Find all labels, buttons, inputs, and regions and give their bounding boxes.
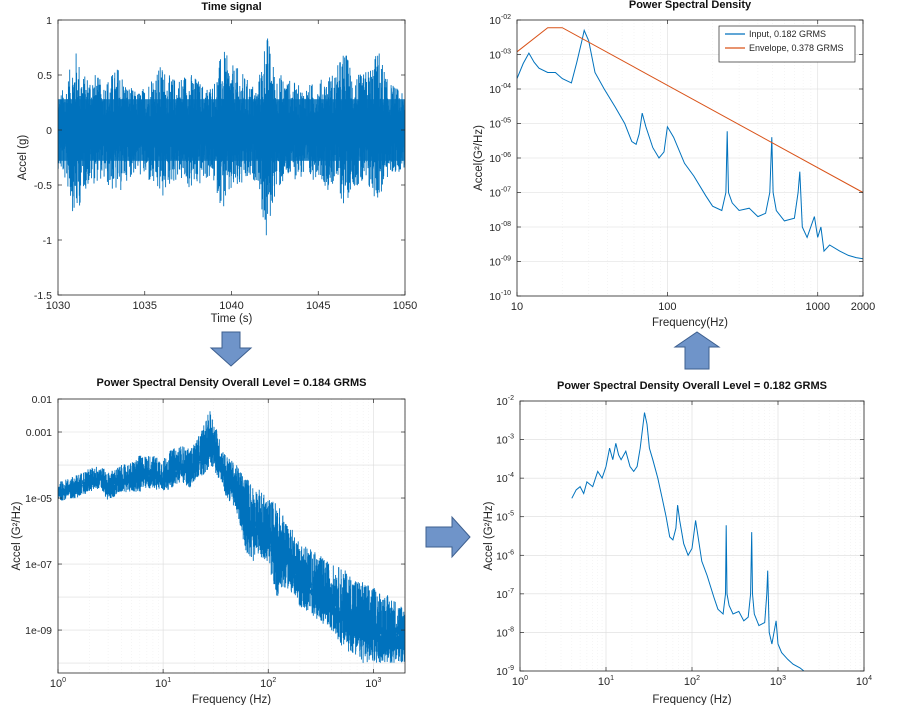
x-axis-label: Frequency (Hz) bbox=[652, 694, 731, 705]
y-axis-label: Accel(G²/Hz) bbox=[473, 125, 485, 191]
y-tick-label: 0 bbox=[46, 125, 52, 137]
series-line-1 bbox=[571, 412, 805, 671]
psd-raw-panel: 100 101 102 103 1e-09 1e-07 1e-05 0.001 0.01 Powe… bbox=[11, 377, 406, 705]
legend-box bbox=[718, 25, 856, 63]
x-tick-label: 100 bbox=[658, 301, 676, 313]
x-tick-label: 100 bbox=[512, 675, 528, 688]
tick-labels: 100 101 102 103 1e-09 1e-07 1e-05 0.001 0.01 bbox=[25, 394, 405, 690]
arrow-right bbox=[425, 515, 471, 559]
x-tick-label: 101 bbox=[155, 677, 171, 690]
y-tick-label: 0.001 bbox=[26, 427, 52, 439]
x-tick-label: 103 bbox=[365, 677, 381, 690]
data-layer bbox=[571, 412, 805, 671]
x-tick-label: 100 bbox=[50, 677, 66, 690]
flow-arrows bbox=[209, 331, 721, 559]
x-tick-label: 1040 bbox=[219, 300, 243, 312]
y-tick-label: 1e-05 bbox=[25, 493, 52, 505]
series-line-2 bbox=[517, 27, 863, 193]
arrow-down bbox=[209, 331, 253, 367]
chart-title: Time signal bbox=[201, 1, 261, 13]
x-tick-label: 10 bbox=[511, 301, 523, 313]
arrow-up bbox=[673, 331, 721, 370]
y-tick-label: 10-07 bbox=[489, 187, 511, 200]
x-tick-label: 101 bbox=[598, 675, 614, 688]
y-tick-label: 0.5 bbox=[37, 70, 52, 82]
chart-title: Power Spectral Density bbox=[629, 0, 752, 11]
series-core bbox=[58, 99, 405, 161]
series-band bbox=[58, 411, 405, 663]
time-signal-panel: 1030 1035 1040 1045 1050 -1.5 -1 -0.5 0 0.5 1 Time … bbox=[17, 1, 417, 325]
x-tick-label: 1030 bbox=[46, 300, 70, 312]
data-layer bbox=[58, 411, 405, 663]
psd-smoothed-panel: 100 101 102 103 104 10-9 10-8 10-7 10-6 10-5 10-4 1… bbox=[483, 380, 872, 705]
tick-labels: 100 101 102 103 104 10-9 10-8 10-7 10-6 10-5 10-4 1… bbox=[496, 395, 872, 688]
axes-box bbox=[57, 398, 406, 674]
x-tick-label: 1035 bbox=[133, 300, 157, 312]
y-tick-label: 10-10 bbox=[489, 290, 511, 303]
x-tick-label: 104 bbox=[856, 675, 872, 688]
y-tick-label: 1 bbox=[46, 15, 52, 27]
y-tick-label: 10-2 bbox=[496, 395, 514, 408]
y-tick-label: 10-09 bbox=[489, 256, 511, 269]
x-tick-label: 103 bbox=[770, 675, 786, 688]
y-axis-label: Accel (g) bbox=[17, 135, 29, 181]
y-tick-label: 1e-07 bbox=[25, 559, 52, 571]
y-tick-label: 10-03 bbox=[489, 49, 511, 62]
x-tick-label: 102 bbox=[684, 675, 700, 688]
y-axis-label: Accel (G²/Hz) bbox=[483, 501, 495, 570]
x-tick-label: 102 bbox=[260, 677, 276, 690]
tick-labels: 1030 1035 1040 1045 1050 -1.5 -1 -0.5 0 0.5 1 bbox=[34, 15, 417, 312]
y-tick-label: 10-6 bbox=[496, 549, 514, 562]
y-tick-label: 0.01 bbox=[32, 394, 53, 406]
y-tick-label: 10-5 bbox=[496, 511, 514, 524]
x-tick-label: 1000 bbox=[805, 301, 829, 313]
data-layer bbox=[517, 27, 863, 260]
y-tick-label: 10-08 bbox=[489, 221, 511, 234]
x-tick-label: 2000 bbox=[851, 301, 875, 313]
x-tick-label: 1045 bbox=[306, 300, 330, 312]
y-tick-label: 10-02 bbox=[489, 14, 511, 27]
data-layer bbox=[58, 38, 405, 236]
series-line-1 bbox=[517, 28, 863, 260]
y-tick-label: 10-04 bbox=[489, 83, 511, 96]
y-tick-label: 10-8 bbox=[496, 626, 514, 639]
grid-lines bbox=[57, 398, 406, 673]
y-axis-label: Accel (G²/Hz) bbox=[11, 501, 23, 570]
y-tick-label: 10-05 bbox=[489, 118, 511, 131]
x-axis-label: Time (s) bbox=[211, 313, 253, 325]
chart-title: Power Spectral Density Overall Level = 0… bbox=[557, 380, 827, 392]
x-tick-label: 1050 bbox=[393, 300, 417, 312]
y-tick-label: 10-9 bbox=[496, 665, 514, 678]
y-tick-label: -1 bbox=[43, 235, 52, 247]
y-tick-label: -1.5 bbox=[34, 290, 52, 302]
psd-envelope-panel: 10 100 1000 2000 10-10 10-09 10-08 10-07 10-06 10… bbox=[473, 0, 875, 329]
legend-label: Envelope, 0.378 GRMS bbox=[749, 43, 844, 53]
y-tick-label: 10-7 bbox=[496, 588, 514, 601]
tick-labels: 10 100 1000 2000 10-10 10-09 10-08 10-07 10-06 10… bbox=[489, 14, 875, 313]
x-axis-label: Frequency (Hz) bbox=[192, 694, 271, 705]
x-axis-label: Frequency(Hz) bbox=[652, 317, 728, 329]
y-tick-label: -0.5 bbox=[34, 180, 52, 192]
y-tick-label: 1e-09 bbox=[25, 625, 52, 637]
y-tick-label: 10-4 bbox=[496, 472, 514, 485]
legend-label: Input, 0.182 GRMS bbox=[749, 29, 826, 39]
chart-title: Power Spectral Density Overall Level = 0… bbox=[97, 377, 367, 389]
y-tick-label: 10-06 bbox=[489, 152, 511, 165]
y-tick-label: 10-3 bbox=[496, 434, 514, 447]
legend: Input, 0.182 GRMS Envelope, 0.378 GRMS bbox=[718, 25, 856, 63]
